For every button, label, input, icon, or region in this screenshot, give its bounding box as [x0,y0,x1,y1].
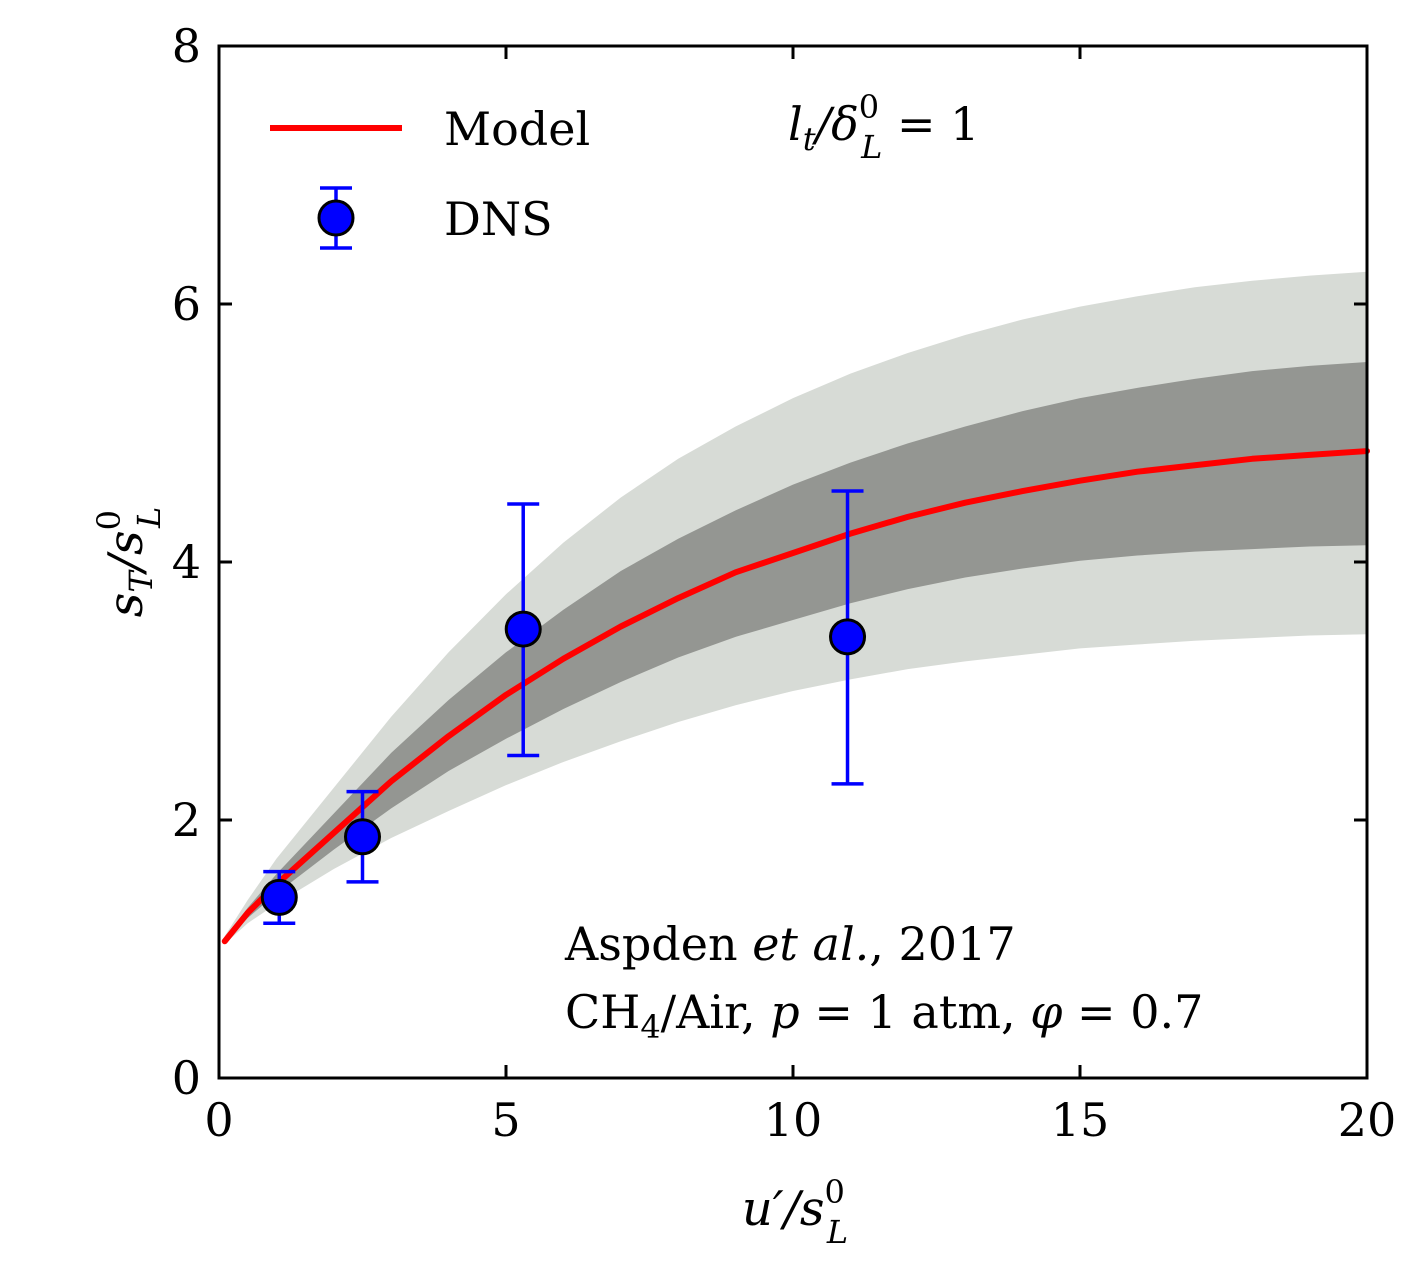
x-tick-label: 0 [204,1093,233,1147]
x-tick-label: 5 [491,1093,520,1147]
x-tick-label: 20 [1338,1093,1397,1147]
dns-point-3 [504,502,542,758]
y-tick-label: 4 [172,535,201,589]
legend-dns-swatch [317,186,355,250]
x-tick-label: 15 [1051,1093,1110,1147]
x-tick-label: 10 [764,1093,823,1147]
conditions-annotation: CH4/Air, p = 1 atm, φ = 0.7 [565,985,1203,1046]
legend-dns-label: DNS [444,192,553,246]
dns-marker [829,618,867,656]
y-tick-label: 2 [172,793,201,847]
axis-tick-labels: 0 5 10 15 20 0 2 4 6 8 [172,19,1397,1147]
legend-model-label: Model [444,102,590,156]
dns-point-4 [829,489,867,786]
length-scale-annotation: lt/δ0 L = 1 [788,88,979,166]
dns-marker [260,878,298,916]
x-axis-title: u′/s0 L [742,1173,848,1251]
y-tick-label: 8 [172,19,201,73]
uncertainty-bands [224,271,1368,944]
axis-ticks [217,44,1369,1080]
y-tick-label: 6 [172,277,201,331]
legend: Model DNS [270,102,590,250]
dns-points-group [260,489,867,925]
uncertainty-band-2 [224,362,1368,943]
dns-point-1 [260,869,298,925]
y-tick-label: 0 [172,1051,201,1105]
dns-marker [504,610,542,648]
dns-marker [344,818,381,856]
dns-point-2 [344,789,381,884]
y-axis-title: sT/s0L [90,507,168,617]
source-annotation: Aspden et al., 2017 [564,917,1016,971]
